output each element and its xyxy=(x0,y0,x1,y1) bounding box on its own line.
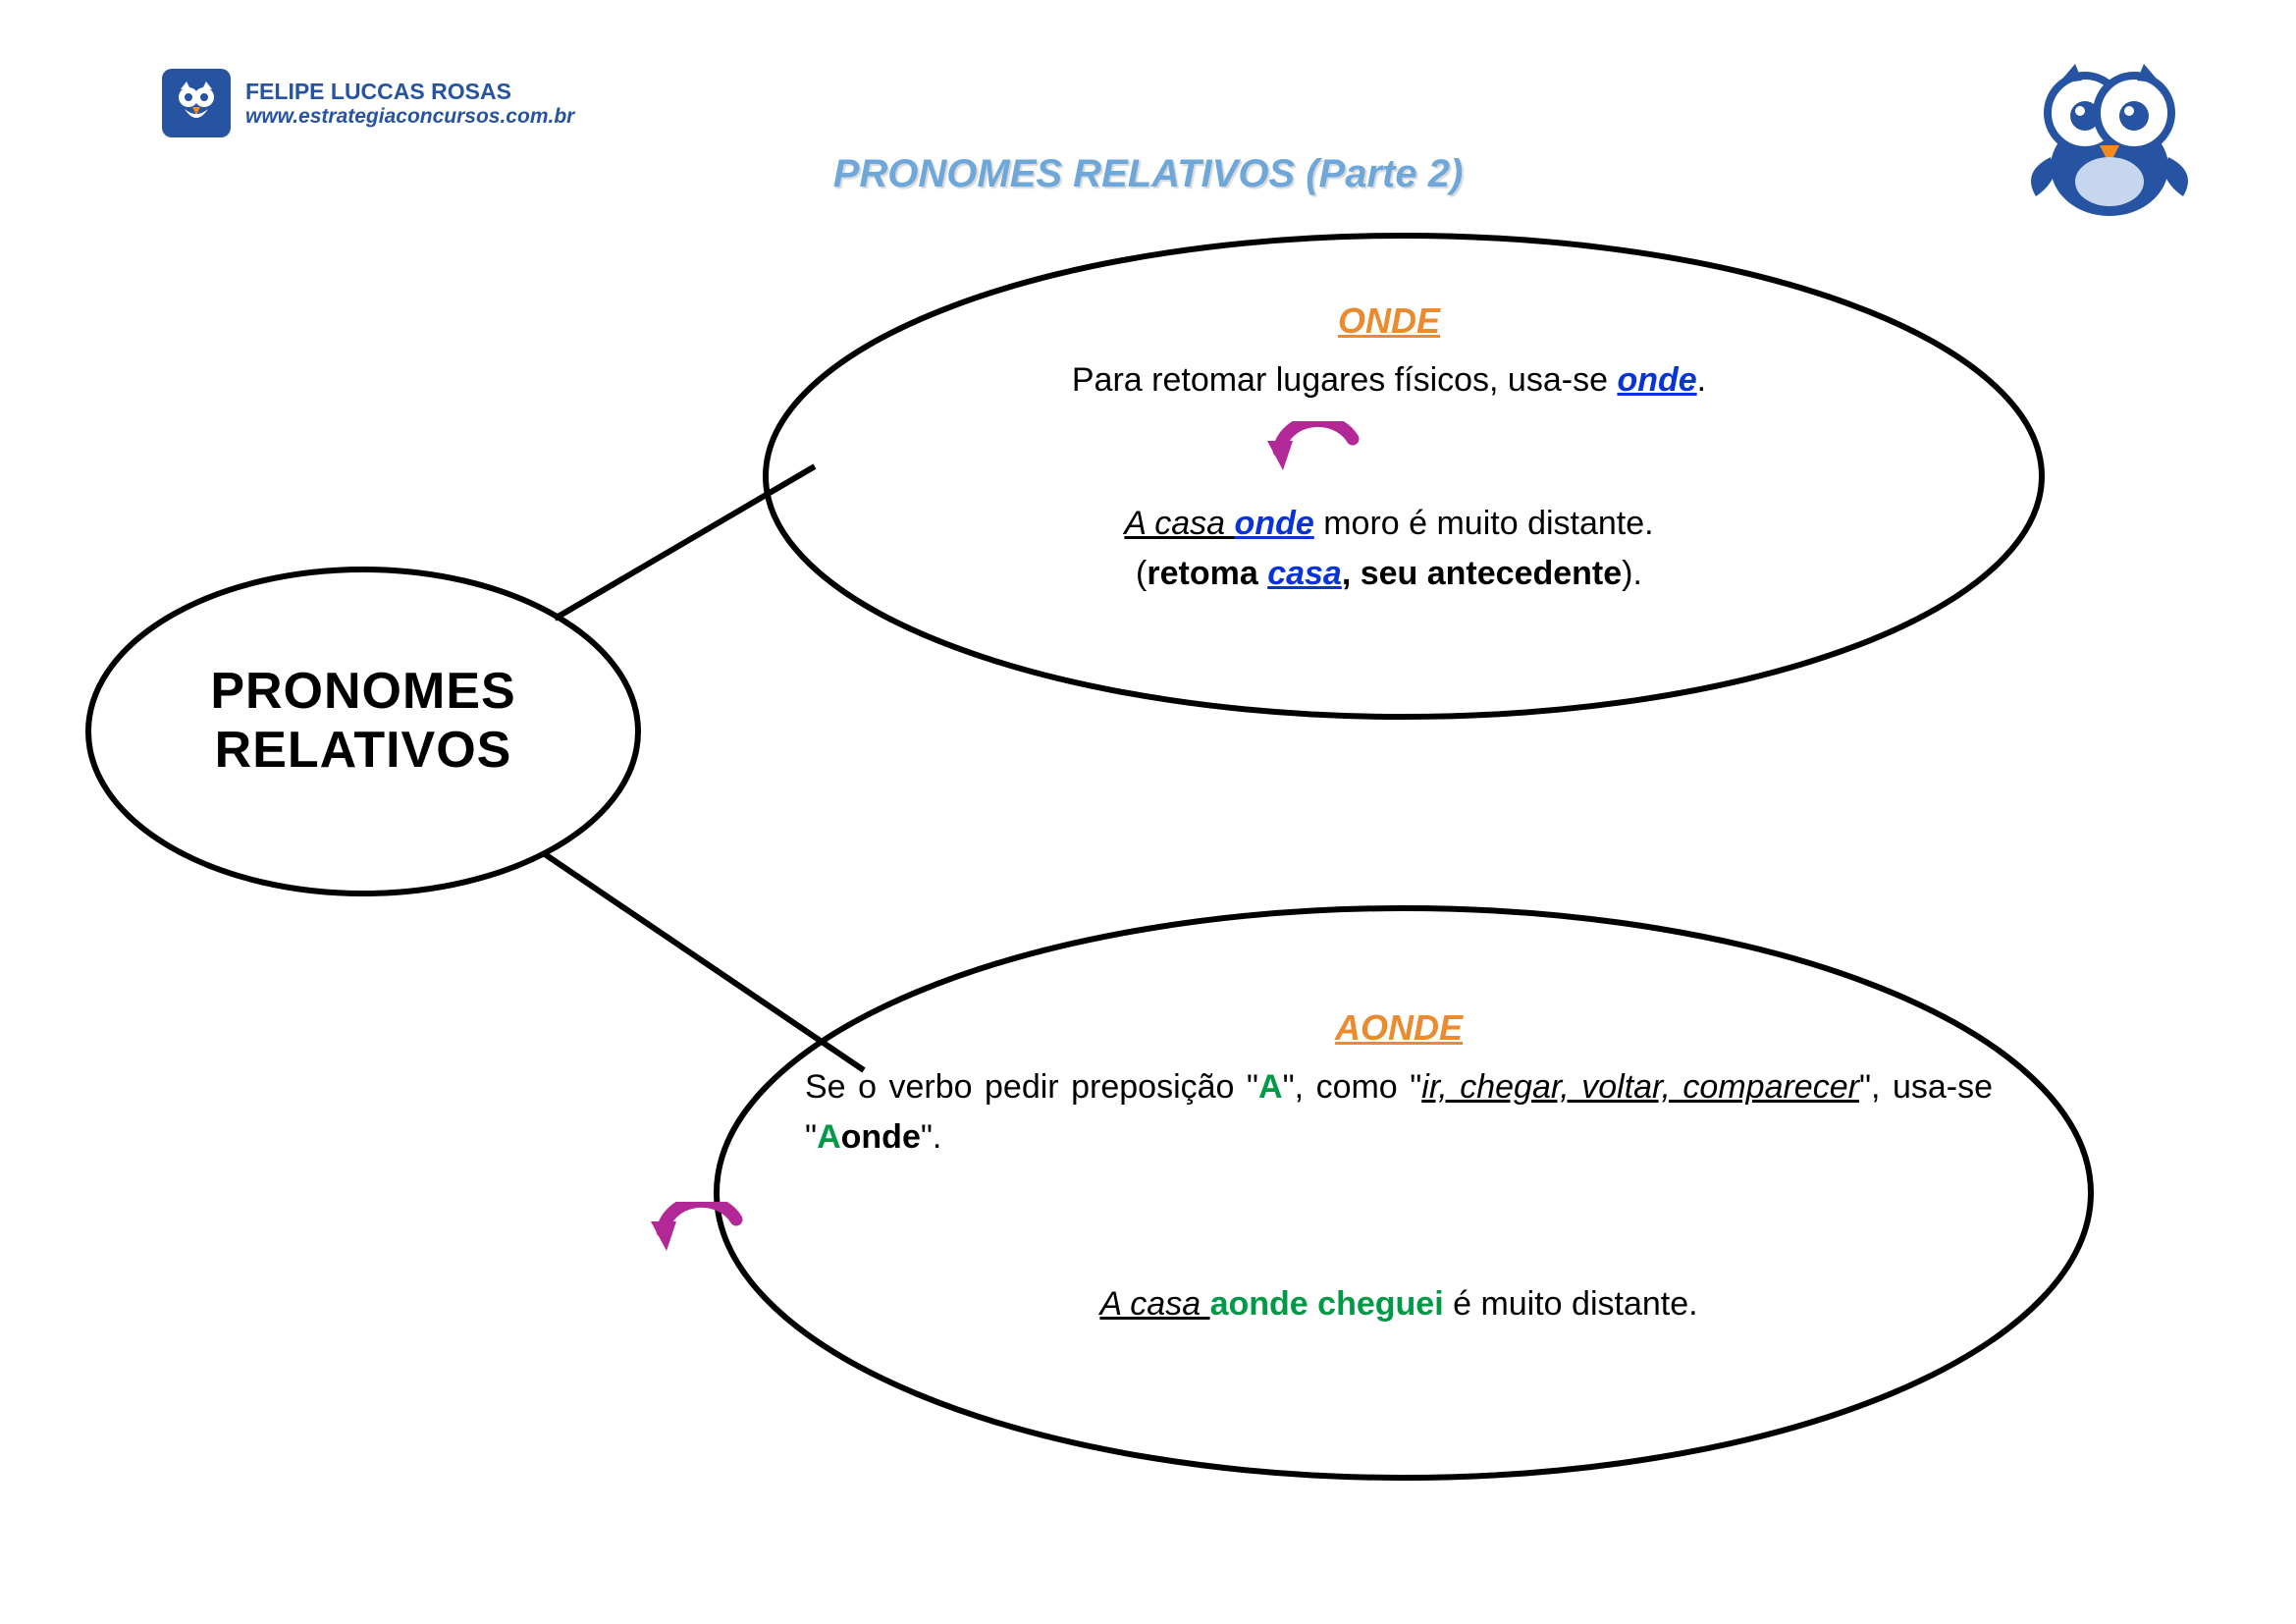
heading-onde: ONDE xyxy=(1338,300,1440,341)
author-block: FELIPE LUCCAS ROSAS www.estrategiaconcur… xyxy=(245,79,574,129)
onde-ex-acasa: A casa xyxy=(1124,505,1234,542)
author-name: FELIPE LUCCAS ROSAS xyxy=(245,79,574,105)
arrow-icon xyxy=(805,1202,1993,1275)
header-left: FELIPE LUCCAS ROSAS www.estrategiaconcur… xyxy=(162,69,574,137)
note-b2: , seu antecedente xyxy=(1342,555,1622,592)
aonde-greenA: A xyxy=(1258,1068,1283,1106)
aonde-ex-acasa: A casa xyxy=(1099,1285,1209,1323)
mascot-owl-icon xyxy=(2021,59,2198,231)
aonde-AondeA: A xyxy=(817,1118,841,1156)
bubble-onde: ONDE Para retomar lugares físicos, usa-s… xyxy=(834,295,1944,599)
aonde-verbs: ir, chegar, voltar, comparecer xyxy=(1421,1068,1859,1106)
onde-desc-prefix: Para retomar lugares físicos, usa-se xyxy=(1072,361,1618,399)
aonde-ex-space xyxy=(1308,1285,1317,1323)
note-close: ). xyxy=(1622,555,1642,592)
aonde-ex-cheguei: cheguei xyxy=(1317,1285,1443,1323)
central-line1: PRONOMES xyxy=(133,663,594,722)
note-blue: casa xyxy=(1267,555,1342,592)
onde-ex-onde: onde xyxy=(1235,505,1314,542)
diagram-svg xyxy=(0,0,2296,1624)
onde-ex-rest: moro é muito distante. xyxy=(1314,505,1654,542)
arrow-icon xyxy=(834,421,1944,495)
logo-icon xyxy=(162,69,231,137)
aonde-onde: onde xyxy=(841,1118,921,1156)
aonde-p2: ", como " xyxy=(1283,1068,1422,1106)
note-open: ( xyxy=(1136,555,1147,592)
aonde-ex-rest: é muito distante. xyxy=(1444,1285,1698,1323)
bubble-aonde: AONDE Se o verbo pedir preposição "A", c… xyxy=(805,1001,1993,1329)
page-title: PRONOMES RELATIVOS (Parte 2) xyxy=(833,152,1464,196)
onde-desc-keyword: onde xyxy=(1617,361,1696,399)
aonde-ex-aonde: aonde xyxy=(1210,1285,1308,1323)
aonde-p4: ". xyxy=(921,1118,942,1156)
aonde-p1: Se o verbo pedir preposição " xyxy=(805,1068,1258,1106)
central-line2: RELATIVOS xyxy=(133,722,594,781)
onde-desc-suffix: . xyxy=(1697,361,1706,399)
author-url: www.estrategiaconcursos.com.br xyxy=(245,105,574,129)
note-b1: retoma xyxy=(1147,555,1267,592)
heading-aonde: AONDE xyxy=(1335,1007,1463,1048)
owl-small-icon xyxy=(173,80,220,127)
central-node: PRONOMES RELATIVOS xyxy=(133,663,594,781)
